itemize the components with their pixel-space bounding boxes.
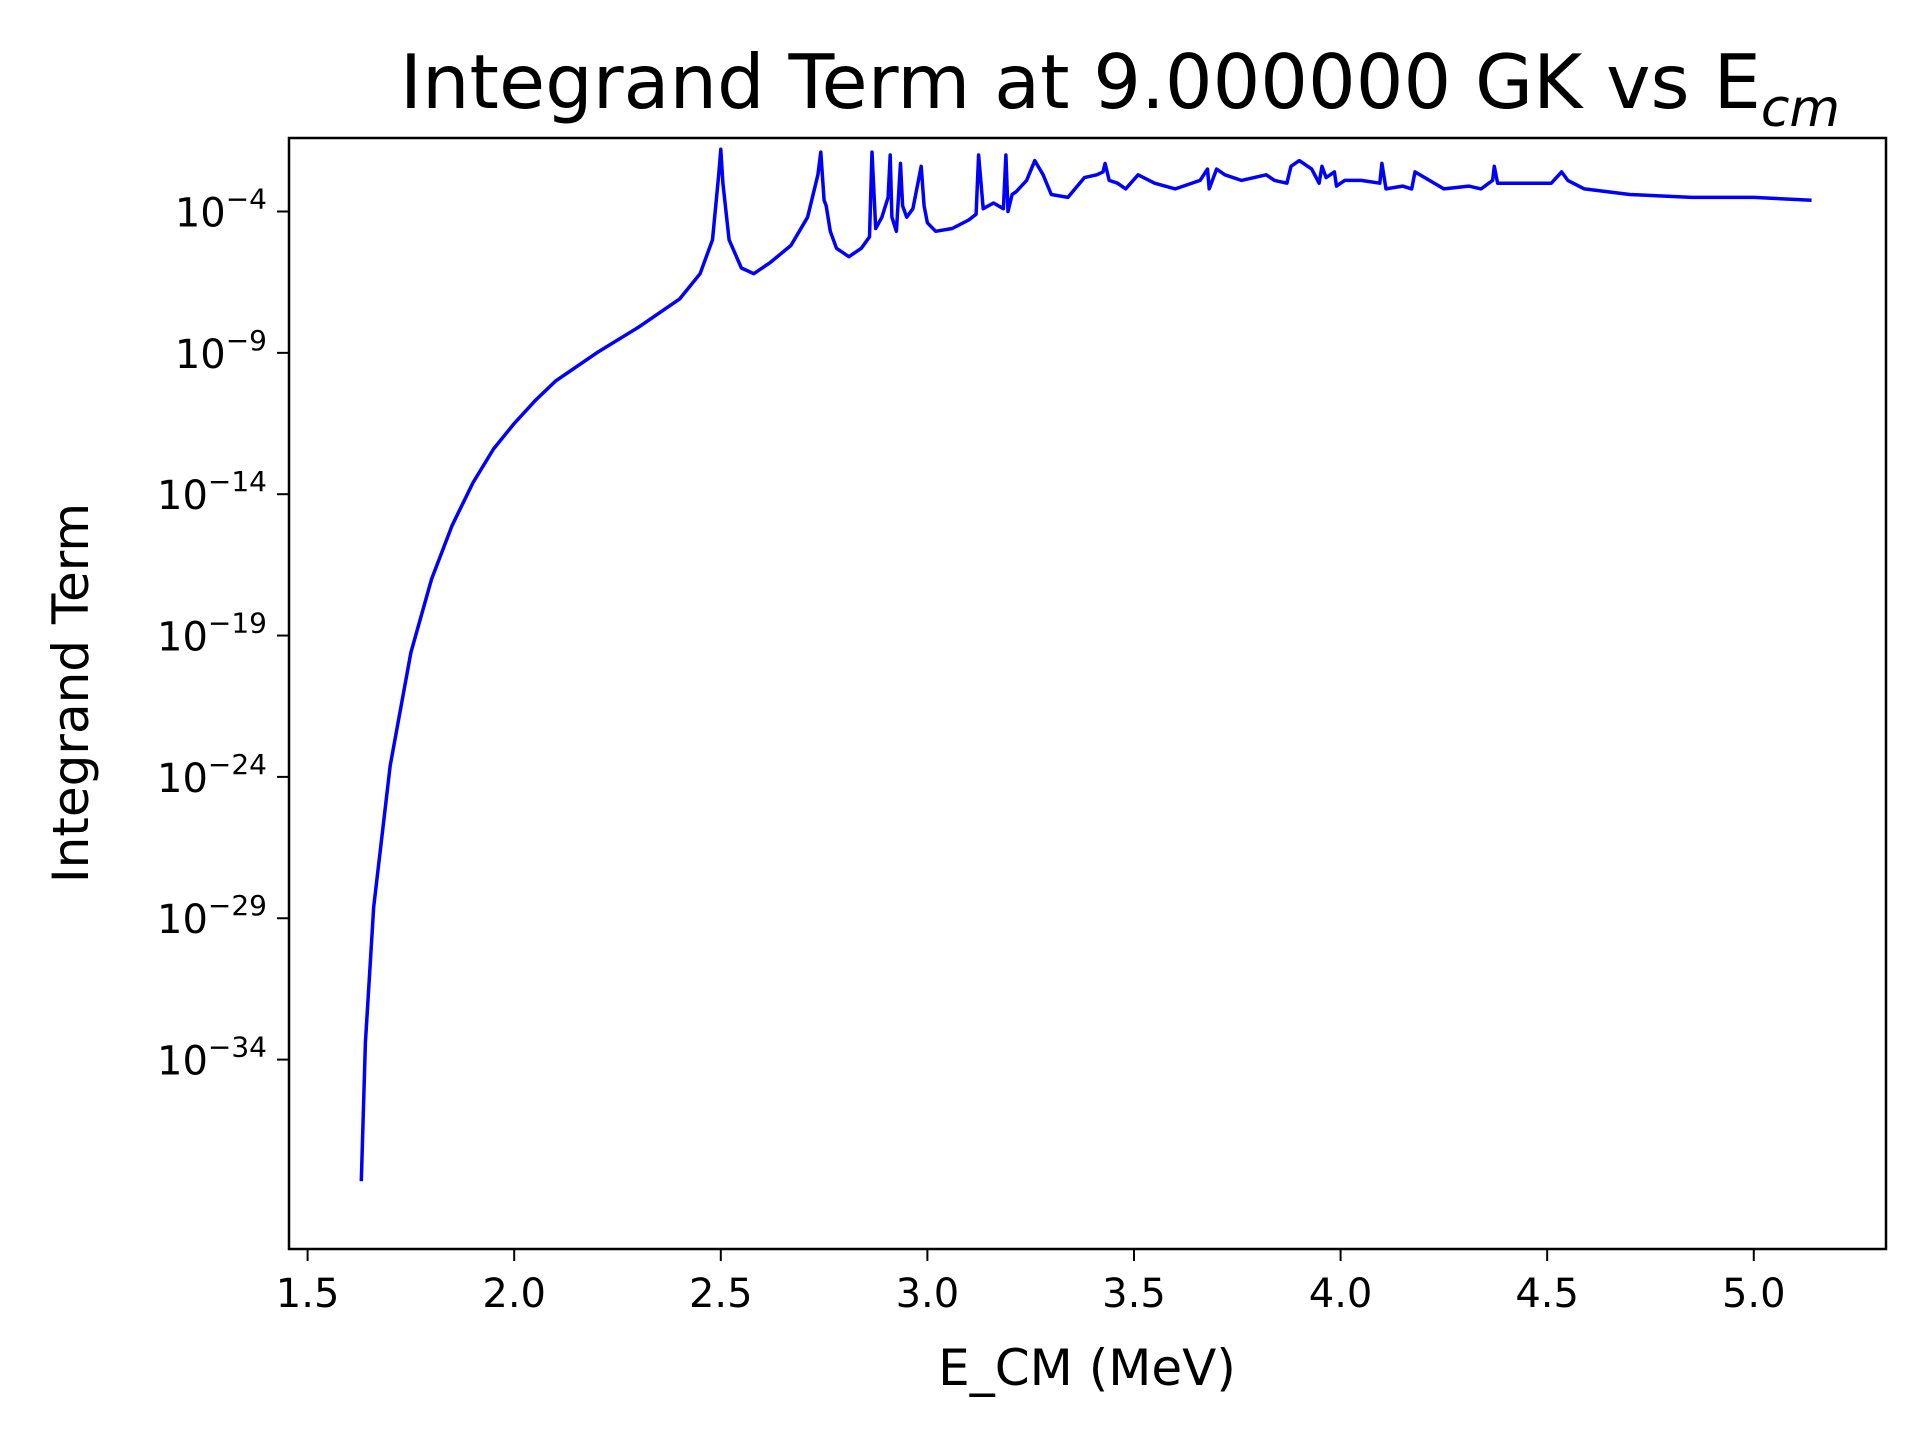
y-tick-label: 10−34 bbox=[157, 1031, 267, 1085]
x-tick-label: 5.0 bbox=[1722, 1271, 1786, 1317]
y-tick-label: 10−19 bbox=[157, 607, 267, 661]
y-tick-label: 10−9 bbox=[175, 324, 267, 378]
series-group bbox=[359, 147, 1812, 1182]
x-tick-label: 4.0 bbox=[1309, 1271, 1373, 1317]
y-axis-title: Integrand Term bbox=[42, 503, 100, 883]
y-tick-label: 10−24 bbox=[157, 748, 267, 802]
x-tick-label: 2.0 bbox=[482, 1271, 546, 1317]
chart-title-subscript: cm bbox=[1761, 79, 1840, 139]
series-line-0 bbox=[359, 147, 1812, 1182]
y-tick-label: 10−29 bbox=[157, 889, 267, 943]
chart-title: Integrand Term at 9.000000 GK vs Ecm bbox=[400, 38, 1840, 139]
x-tick-label: 1.5 bbox=[276, 1271, 340, 1317]
y-axis-ticks: 10−4 10−9 10−14 10−19 10−24 10−29 10−34 bbox=[157, 183, 289, 1085]
y-tick-label: 10−14 bbox=[157, 465, 267, 519]
x-tick-label: 2.5 bbox=[689, 1271, 753, 1317]
x-axis-ticks: 1.5 2.0 2.5 3.0 3.5 4.0 4.5 5.0 bbox=[276, 1249, 1786, 1317]
x-tick-label: 4.5 bbox=[1515, 1271, 1579, 1317]
x-tick-label: 3.5 bbox=[1102, 1271, 1166, 1317]
plot-frame bbox=[287, 136, 1888, 1251]
x-axis-title: E_CM (MeV) bbox=[938, 1339, 1236, 1397]
x-tick-label: 3.0 bbox=[896, 1271, 960, 1317]
y-tick-label: 10−4 bbox=[175, 183, 267, 237]
chart-title-main: Integrand Term at 9.000000 GK vs E bbox=[400, 38, 1761, 126]
